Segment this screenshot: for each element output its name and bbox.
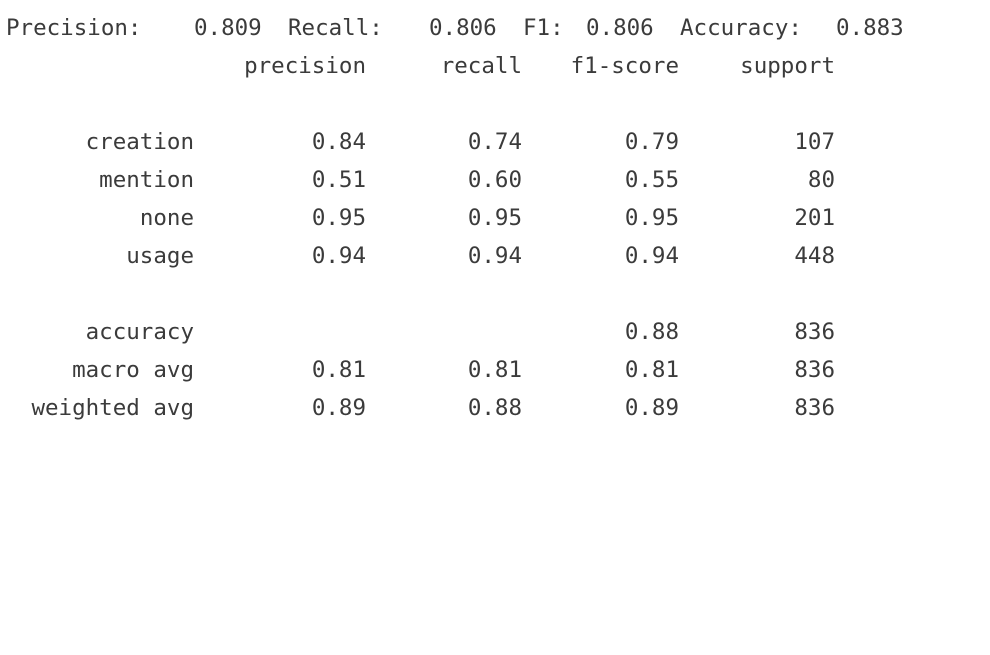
row-support: 836 [794,319,835,345]
row-recall: 0.74 [467,129,522,155]
row-f1: 0.95 [624,205,679,231]
recall-value: 0.806 [429,15,497,41]
recall-label: Recall: [288,15,383,41]
row-label: macro avg [72,357,194,383]
row-label: creation [85,129,194,155]
precision-value: 0.809 [194,15,262,41]
accuracy-row: accuracy 0.88 836 [6,313,986,351]
row-f1: 0.79 [624,129,679,155]
row-f1: 0.94 [624,243,679,269]
row-recall: 0.94 [467,243,522,269]
row-support: 201 [794,205,835,231]
row-support: 836 [794,395,835,421]
header-recall: recall [440,53,522,79]
accuracy-value: 0.883 [836,15,904,41]
row-precision: 0.95 [311,205,366,231]
summary-line: Precision: 0.809 Recall: 0.806 F1: 0.806… [6,9,904,47]
row-recall: 0.88 [467,395,522,421]
row-label: mention [99,167,194,193]
row-label: weighted avg [31,395,194,421]
accuracy-label: Accuracy: [680,15,802,41]
row-support: 448 [794,243,835,269]
row-f1: 0.55 [624,167,679,193]
row-f1: 0.89 [624,395,679,421]
header-f1-score: f1-score [570,53,679,79]
row-precision: 0.94 [311,243,366,269]
macro-avg-row: macro avg 0.81 0.81 0.81 836 [6,351,986,389]
precision-label: Precision: [6,15,142,41]
f1-label: F1: [523,15,564,41]
row-precision: 0.84 [311,129,366,155]
console-output: Dev results: Precision: 0.809 Recall: 0.… [6,0,986,468]
header-precision: precision [244,53,366,79]
row-precision: 0.51 [311,167,366,193]
table-row: mention 0.51 0.60 0.55 80 [6,161,986,199]
f1-value: 0.806 [586,15,654,41]
row-label: usage [126,243,194,269]
row-label: none [139,205,194,231]
row-precision: 0.89 [311,395,366,421]
row-f1: 0.88 [624,319,679,345]
row-recall: 0.60 [467,167,522,193]
table-row: creation 0.84 0.74 0.79 107 [6,123,986,161]
row-support: 80 [807,167,835,193]
row-recall: 0.95 [467,205,522,231]
row-support: 107 [794,129,835,155]
row-support: 836 [794,357,835,383]
report-header-row: precision recall f1-score support [6,47,986,85]
table-row: none 0.95 0.95 0.95 201 [6,199,986,237]
row-label: accuracy [85,319,194,345]
weighted-avg-row: weighted avg 0.89 0.88 0.89 836 [6,389,986,427]
cut-off-line: Dev results: [6,0,169,10]
header-support: support [740,53,835,79]
row-precision: 0.81 [311,357,366,383]
table-row: usage 0.94 0.94 0.94 448 [6,237,986,275]
row-recall: 0.81 [467,357,522,383]
row-f1: 0.81 [624,357,679,383]
